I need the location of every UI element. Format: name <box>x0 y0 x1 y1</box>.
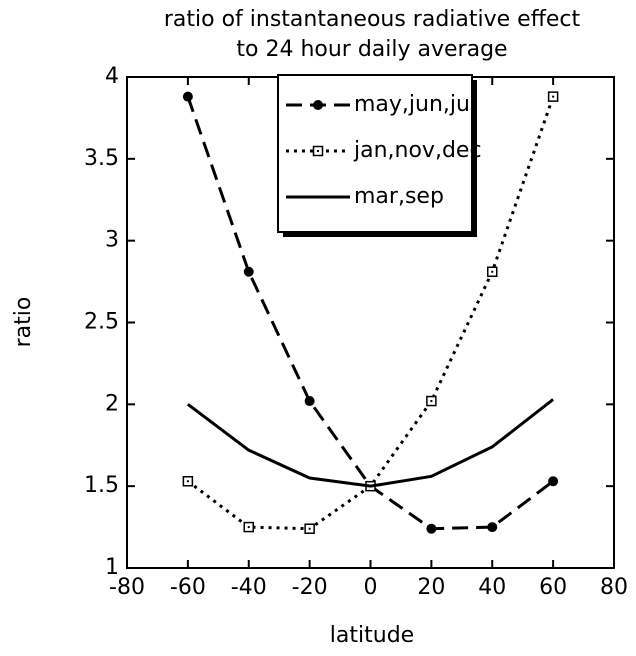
x-tick-label: 80 <box>600 575 628 600</box>
x-tick-label: 60 <box>539 575 567 600</box>
x-tick-label: -20 <box>292 575 328 600</box>
x-tick-label: -60 <box>170 575 206 600</box>
point <box>304 396 315 407</box>
y-tick-label: 3 <box>105 228 119 253</box>
point <box>548 476 559 487</box>
x-tick-label: -40 <box>231 575 267 600</box>
y-tick-label: 3.5 <box>84 146 119 171</box>
x-tick-label: 40 <box>478 575 506 600</box>
point-dot <box>317 150 319 152</box>
point <box>426 523 437 534</box>
chart-title: ratio of instantaneous radiative effect <box>164 7 581 32</box>
y-tick-label: 2.5 <box>84 310 119 335</box>
legend: may,jun,jul jan,nov,dec mar,sep <box>277 74 482 237</box>
point <box>487 522 498 533</box>
legend-label: may,jun,jul <box>354 92 476 117</box>
y-axis-label: ratio <box>11 297 36 348</box>
x-tick-label: -80 <box>109 575 145 600</box>
point-dot <box>308 527 311 530</box>
y-tick-label: 1.5 <box>84 473 119 498</box>
point-dot <box>430 400 433 403</box>
point-dot <box>186 480 189 483</box>
x-tick-label: 20 <box>417 575 445 600</box>
x-axis-label: latitude <box>330 623 414 648</box>
y-tick-label: 4 <box>105 64 119 89</box>
point-dot <box>552 95 555 98</box>
chart-title: to 24 hour daily average <box>236 37 507 62</box>
y-tick-label: 1 <box>105 555 119 580</box>
point-dot <box>491 270 494 273</box>
legend-box <box>277 74 473 233</box>
x-tick-label: 0 <box>364 575 378 600</box>
point <box>182 91 193 102</box>
y-tick-label: 2 <box>105 391 119 416</box>
legend-label: mar,sep <box>354 184 444 209</box>
legend-label: jan,nov,dec <box>353 138 482 163</box>
point-dot <box>247 526 250 529</box>
point <box>243 266 254 277</box>
legend-marker <box>313 100 323 110</box>
series-line <box>186 398 555 488</box>
